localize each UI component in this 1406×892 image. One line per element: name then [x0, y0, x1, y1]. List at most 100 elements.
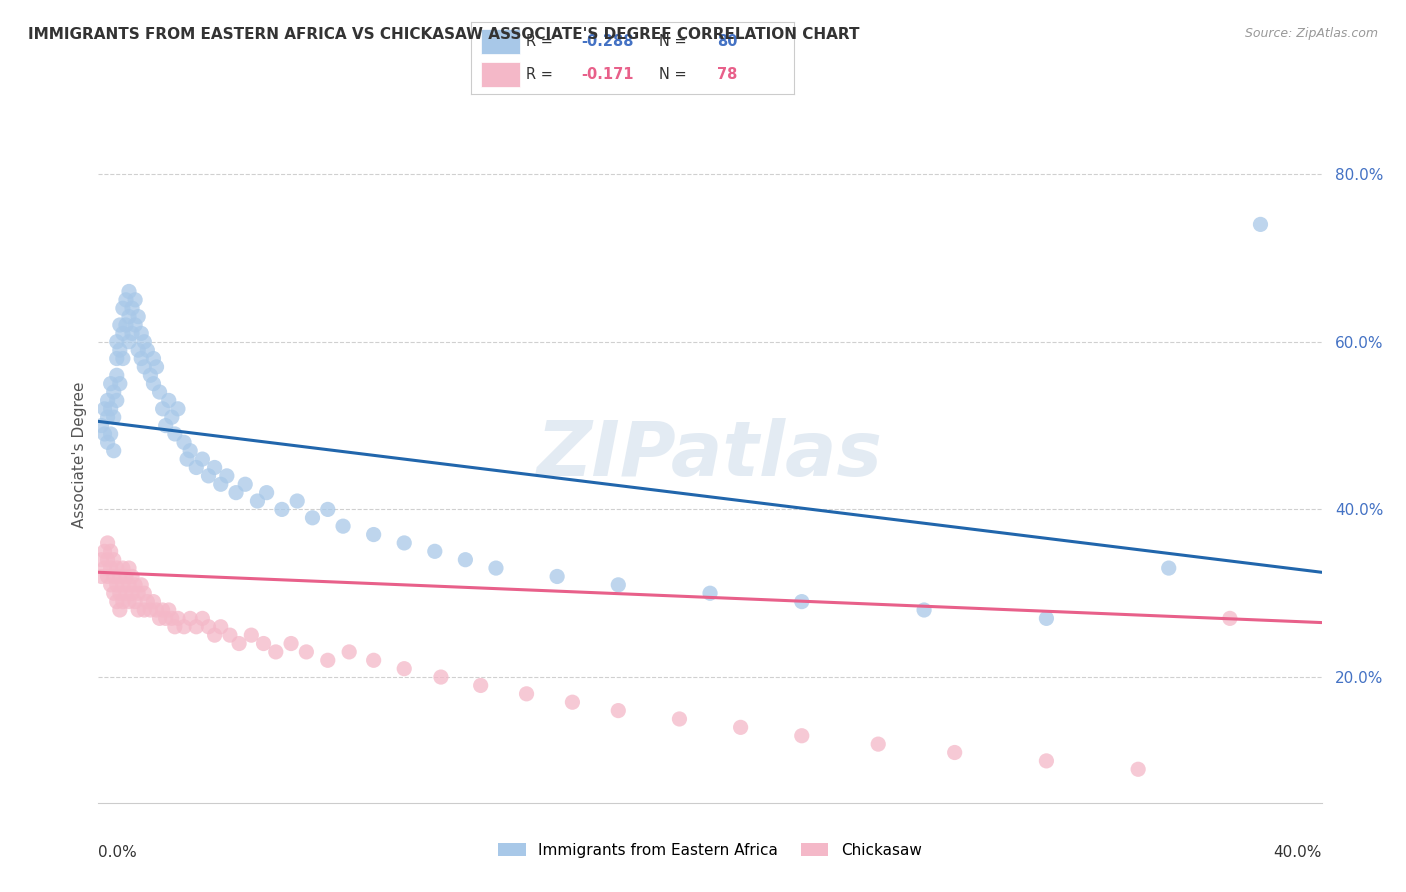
Point — [129, 578, 152, 592]
Point — [100, 578, 122, 592]
Point — [668, 712, 690, 726]
Point — [240, 628, 263, 642]
Point — [90, 418, 112, 433]
Point — [127, 586, 149, 600]
Point — [127, 310, 149, 324]
Point — [152, 401, 174, 416]
Point — [134, 586, 156, 600]
Point — [121, 326, 143, 341]
Point — [97, 569, 120, 583]
Point — [179, 611, 201, 625]
Point — [142, 351, 165, 366]
Point — [145, 603, 167, 617]
Point — [167, 611, 190, 625]
Point — [134, 334, 156, 349]
Point — [129, 326, 152, 341]
Point — [118, 578, 141, 592]
Point — [197, 468, 219, 483]
Point — [423, 544, 446, 558]
Point — [699, 586, 721, 600]
Point — [105, 351, 128, 366]
Point — [100, 376, 122, 391]
Point — [103, 552, 125, 566]
Point — [105, 561, 128, 575]
Text: IMMIGRANTS FROM EASTERN AFRICA VS CHICKASAW ASSOCIATE'S DEGREE CORRELATION CHART: IMMIGRANTS FROM EASTERN AFRICA VS CHICKA… — [28, 27, 859, 42]
Point — [1035, 611, 1057, 625]
Point — [127, 603, 149, 617]
Point — [108, 318, 131, 332]
Point — [142, 594, 165, 608]
Point — [392, 662, 416, 676]
Point — [225, 485, 247, 500]
Point — [136, 343, 159, 358]
Text: 0.0%: 0.0% — [98, 845, 138, 860]
Point — [1128, 762, 1150, 776]
Point — [115, 293, 138, 307]
Point — [790, 729, 813, 743]
Point — [157, 603, 180, 617]
Point — [167, 401, 190, 416]
Point — [316, 653, 339, 667]
Text: N =: N = — [658, 35, 690, 49]
Point — [118, 334, 141, 349]
Point — [264, 645, 287, 659]
Point — [124, 578, 146, 592]
Point — [209, 477, 232, 491]
Point — [121, 586, 143, 600]
Point — [160, 410, 183, 425]
Point — [295, 645, 318, 659]
Point — [90, 569, 112, 583]
Point — [252, 636, 274, 650]
Point — [118, 285, 141, 299]
Text: 40.0%: 40.0% — [1274, 845, 1322, 860]
Point — [103, 385, 125, 400]
Point — [155, 611, 177, 625]
Point — [108, 586, 131, 600]
Point — [118, 594, 141, 608]
Point — [943, 746, 966, 760]
Point — [1249, 218, 1271, 232]
Point — [111, 594, 134, 608]
Point — [118, 310, 141, 324]
Point — [454, 552, 477, 566]
Point — [163, 620, 186, 634]
Point — [97, 435, 120, 450]
Point — [363, 653, 385, 667]
Point — [93, 427, 115, 442]
Point — [1035, 754, 1057, 768]
Point — [134, 359, 156, 374]
Point — [215, 468, 238, 483]
Point — [155, 418, 177, 433]
Bar — [481, 62, 520, 87]
Point — [219, 628, 242, 642]
Point — [100, 427, 122, 442]
Point — [124, 594, 146, 608]
Point — [228, 636, 250, 650]
Point — [100, 544, 122, 558]
Point — [103, 569, 125, 583]
Point — [246, 494, 269, 508]
Point — [186, 620, 208, 634]
Point — [1219, 611, 1241, 625]
Text: -0.171: -0.171 — [581, 67, 634, 81]
Point — [285, 494, 308, 508]
Point — [301, 510, 323, 524]
Point — [124, 293, 146, 307]
Point — [97, 393, 120, 408]
Point — [173, 435, 195, 450]
Point — [108, 569, 131, 583]
Text: N =: N = — [658, 67, 690, 81]
Point — [111, 326, 134, 341]
Y-axis label: Associate's Degree: Associate's Degree — [72, 382, 87, 528]
Point — [121, 301, 143, 316]
Text: R =: R = — [526, 67, 562, 81]
Point — [108, 603, 131, 617]
Point — [139, 368, 162, 383]
Text: ZIPatlas: ZIPatlas — [537, 418, 883, 491]
Point — [191, 452, 214, 467]
Point — [111, 351, 134, 366]
Point — [142, 376, 165, 391]
Point — [160, 611, 183, 625]
Point — [93, 561, 115, 575]
Point — [176, 452, 198, 467]
